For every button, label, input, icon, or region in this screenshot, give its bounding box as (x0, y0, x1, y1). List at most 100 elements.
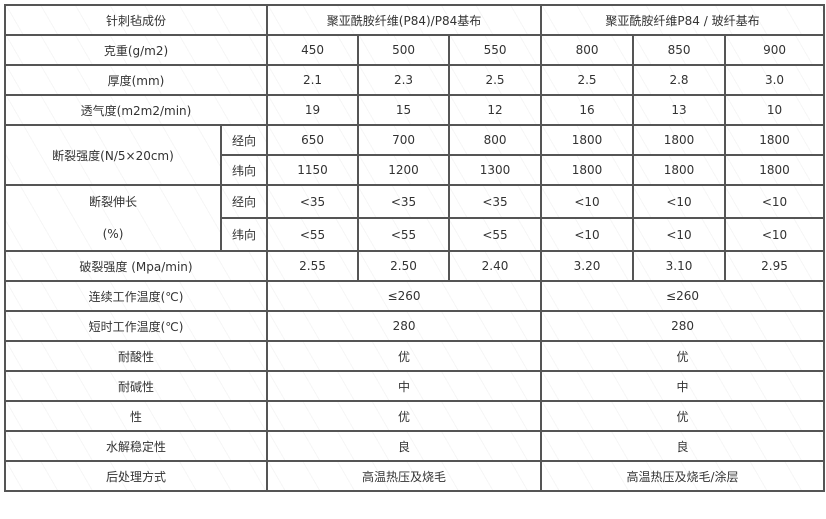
value-cell: <10 (632, 217, 727, 252)
value-cell: <55 (357, 217, 451, 252)
value-cell: 3.0 (724, 64, 826, 96)
row-label: 水解稳定性 (3, 430, 269, 462)
value-cell: <55 (448, 217, 543, 252)
value-cell: 3.10 (632, 250, 727, 282)
value-cell: 500 (357, 34, 451, 66)
value-cell: 1800 (724, 124, 826, 156)
table-row: 耐酸性优优 (3, 340, 826, 372)
value-cell-group-2: 280 (540, 310, 826, 342)
table-row: 透气度(m2m2/min) 19 15 12 16 13 10 (3, 94, 826, 126)
value-cell: 850 (632, 34, 727, 66)
direction-label: 纬向 (219, 154, 269, 186)
table-row: 厚度(mm) 2.1 2.3 2.5 2.5 2.8 3.0 (3, 64, 826, 96)
spec-table: 针刺毡成份 聚亚酰胺纤维(P84)/P84基布 聚亚酰胺纤维P84 / 玻纤基布… (3, 4, 826, 492)
value-cell: 550 (448, 34, 543, 66)
value-cell: 900 (724, 34, 826, 66)
table-row: 断裂强度(N/5×20cm) 经向 650 700 800 1800 1800 1800 (4, 124, 826, 186)
value-cell: 650 (266, 124, 360, 156)
value-cell-group-1: ≤260 (266, 280, 543, 312)
value-cell-group-1: 高温热压及烧毛 (266, 460, 543, 492)
value-cell: 2.5 (448, 64, 543, 96)
table-row: 短时工作温度(℃) 280 280 (3, 310, 826, 342)
value-cell: <10 (540, 217, 635, 252)
row-label: 透气度(m2m2/min) (3, 94, 269, 126)
table-row: 耐碱性中中 (3, 370, 826, 402)
table-row: 破裂强度 (Mpa/min) 2.55 2.50 2.40 3.20 3.10 2.95 (3, 250, 826, 282)
value-cell: 2.40 (448, 250, 543, 282)
value-cell: 2.3 (357, 64, 451, 96)
value-cell: 12 (448, 94, 543, 126)
row-label-unit: (%) (102, 227, 124, 241)
value-cell: <10 (724, 184, 826, 219)
value-cell-group-2: 优 (540, 400, 826, 432)
row-label: 后处理方式 (3, 460, 269, 492)
value-cell: 2.95 (724, 250, 826, 282)
value-cell-group-1: 良 (266, 430, 543, 462)
value-cell: 1150 (266, 154, 360, 186)
header-group-1: 聚亚酰胺纤维(P84)/P84基布 (266, 4, 543, 36)
value-cell: 1200 (357, 154, 451, 186)
value-cell: 3.20 (540, 250, 635, 282)
table-row: 性优优 (3, 400, 826, 432)
header-group-2: 聚亚酰胺纤维P84 / 玻纤基布 (540, 4, 826, 36)
value-cell-group-2: 高温热压及烧毛/涂层 (540, 460, 826, 492)
table-row: 后处理方式 高温热压及烧毛 高温热压及烧毛/涂层 (3, 460, 826, 492)
table-row: 纬向 <55 <55 <55 <10 <10 <10 (5, 217, 826, 252)
value-cell: 700 (357, 124, 451, 156)
value-cell: 800 (540, 34, 635, 66)
table-row: 连续工作温度(℃) ≤260 ≤260 (3, 280, 826, 312)
direction-label: 纬向 (219, 217, 269, 252)
value-cell: <10 (632, 184, 727, 219)
header-label: 针刺毡成份 (3, 4, 269, 36)
row-label: 短时工作温度(℃) (3, 310, 269, 342)
value-cell-group-1: 优 (266, 340, 543, 372)
value-cell: 800 (448, 124, 543, 156)
table-row: 纬向 1150 1200 1300 1800 1800 1800 (5, 154, 826, 186)
value-cell-group-2: 中 (540, 370, 826, 402)
row-label: 性 (3, 400, 269, 432)
row-label-line: 断裂伸长 (88, 195, 137, 209)
direction-label: 经向 (219, 124, 269, 156)
value-cell-group-1: 280 (266, 310, 543, 342)
row-label: 破裂强度 (Mpa/min) (3, 250, 269, 282)
table-row: 水解稳定性良良 (3, 430, 826, 462)
value-cell: 13 (632, 94, 727, 126)
value-cell: 2.55 (266, 250, 360, 282)
value-cell-group-2: 优 (540, 340, 826, 372)
table-row: 断裂伸长 (%) 经向 <35 <35 <35 <10 <10 <10 (4, 184, 826, 252)
value-cell: 450 (266, 34, 360, 66)
value-cell: <35 (448, 184, 543, 219)
direction-label: 经向 (219, 184, 269, 219)
value-cell: 1800 (724, 154, 826, 186)
value-cell: 1300 (448, 154, 543, 186)
header-row: 针刺毡成份 聚亚酰胺纤维(P84)/P84基布 聚亚酰胺纤维P84 / 玻纤基布 (3, 4, 826, 36)
value-cell: 10 (724, 94, 826, 126)
value-cell: <55 (266, 217, 360, 252)
row-label: 耐酸性 (3, 340, 269, 372)
row-label: 连续工作温度(℃) (3, 280, 269, 312)
value-cell: 16 (540, 94, 635, 126)
value-cell: 1800 (632, 154, 727, 186)
value-cell: 2.50 (357, 250, 451, 282)
row-label: 耐碱性 (3, 370, 269, 402)
row-label: 断裂伸长 (%) (4, 184, 222, 252)
value-cell-group-2: ≤260 (540, 280, 826, 312)
value-cell-group-1: 优 (266, 400, 543, 432)
value-cell: <35 (266, 184, 360, 219)
row-label: 克重(g/m2) (3, 34, 269, 66)
value-cell-group-1: 中 (266, 370, 543, 402)
value-cell: 19 (266, 94, 360, 126)
row-label: 厚度(mm) (3, 64, 269, 96)
value-cell: 2.8 (632, 64, 727, 96)
value-cell: <10 (724, 217, 826, 252)
table-row: 克重(g/m2) 450 500 550 800 850 900 (3, 34, 826, 66)
value-cell: <10 (540, 184, 635, 219)
value-cell: 2.1 (266, 64, 360, 96)
value-cell: 15 (357, 94, 451, 126)
value-cell: <35 (357, 184, 451, 219)
value-cell: 1800 (540, 154, 635, 186)
row-label: 断裂强度(N/5×20cm) (4, 124, 222, 186)
value-cell: 1800 (632, 124, 727, 156)
value-cell-group-2: 良 (540, 430, 826, 462)
value-cell: 1800 (540, 124, 635, 156)
